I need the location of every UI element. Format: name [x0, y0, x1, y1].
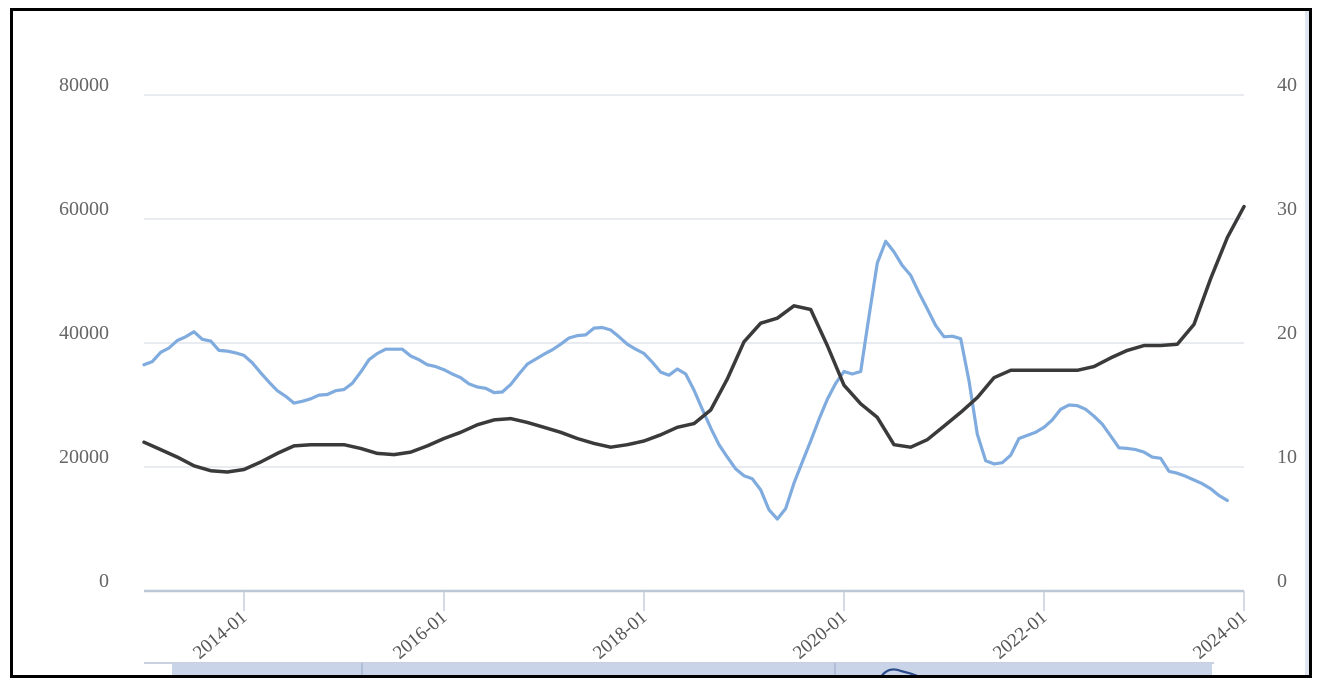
y-right-tick-label: 30: [1277, 198, 1297, 220]
x-tick-label: 2022-01: [989, 607, 1051, 664]
series-line-left: [142, 239, 1229, 521]
navigator-band: [172, 663, 1212, 675]
y-right-tick-label: 10: [1277, 446, 1297, 468]
series-line-right: [142, 204, 1246, 474]
chart-frame: 0 0 20000 10 40000 20 60000 30 80000 40 2014-01 201…: [10, 8, 1312, 678]
y-right-tick-label: 20: [1277, 322, 1297, 344]
x-tick-label: 2018-01: [589, 607, 651, 664]
navigator-series-line: [881, 668, 918, 675]
y-left-tick-label: 60000: [59, 198, 109, 220]
x-tick-label: 2024-01: [1189, 607, 1251, 664]
line-chart: 0 0 20000 10 40000 20 60000 30 80000 40 2014-01 201…: [59, 74, 1297, 675]
frame-edge: [1305, 11, 1309, 675]
x-tick-label: 2020-01: [789, 607, 851, 664]
y-right-tick-label: 0: [1277, 570, 1287, 592]
y-left-tick-label: 40000: [59, 322, 109, 344]
y-right-tick-label: 40: [1277, 74, 1297, 96]
y-left-tick-label: 80000: [59, 74, 109, 96]
y-left-tick-label: 0: [99, 570, 109, 592]
x-tick-label: 2016-01: [389, 607, 451, 664]
y-left-tick-label: 20000: [59, 446, 109, 468]
x-tick-label: 2014-01: [189, 607, 251, 664]
